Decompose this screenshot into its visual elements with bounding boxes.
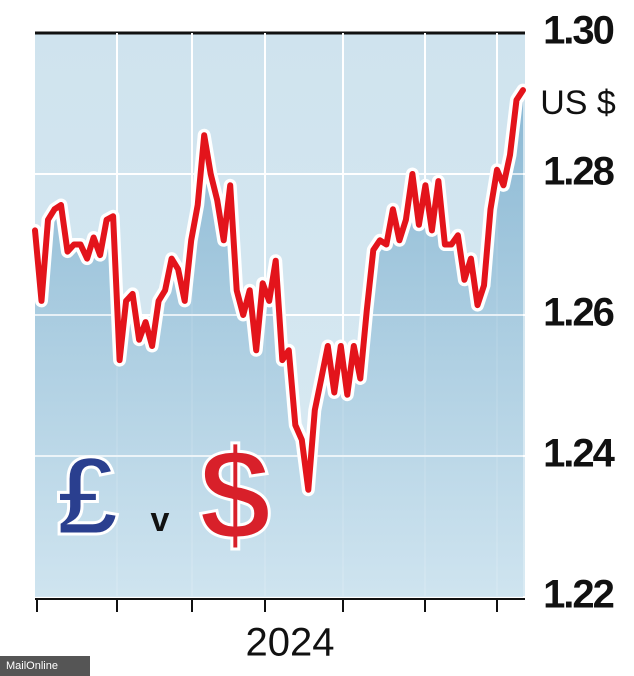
unit-label: US $ [540,84,616,122]
pound-badge: £ [57,435,118,558]
source: MailOnline [6,660,58,672]
y-tick-label: 1.26 [543,291,614,335]
source-box [0,656,90,676]
x-label: 2024 [246,621,335,665]
y-tick-label: 1.30 [543,9,614,53]
y-tick-label: 1.22 [543,573,614,617]
y-tick-label: 1.28 [543,150,615,194]
versus: v [151,501,170,539]
x-axis [35,598,525,612]
dollar-badge: $ [199,421,271,567]
line [32,87,526,493]
y-tick-label: 1.24 [543,432,616,476]
